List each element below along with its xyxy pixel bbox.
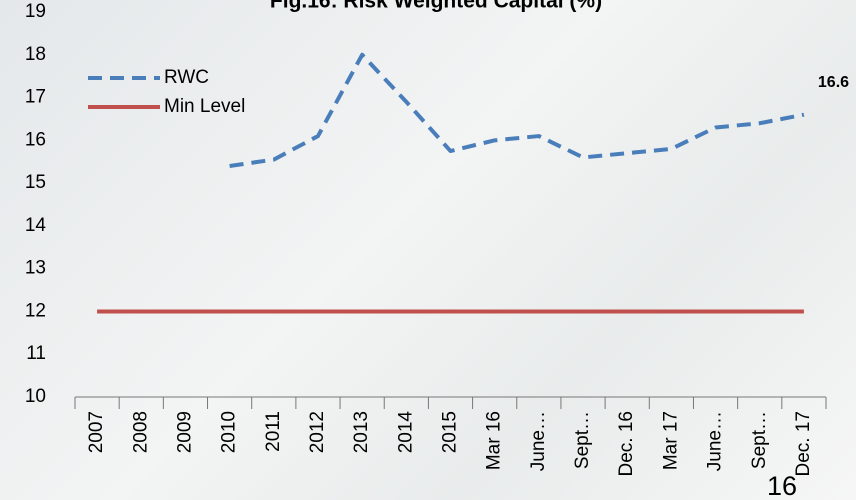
x-tick-label: 2012 (307, 411, 328, 453)
y-tick-label: 10 (25, 386, 46, 407)
x-tick-label: Dec. 17 (793, 411, 814, 476)
x-tick-label: Sept… (572, 411, 593, 469)
x-tick-label: June… (705, 411, 726, 471)
x-tick-label: 2015 (440, 411, 461, 453)
x-tick-label: 2010 (219, 411, 240, 453)
x-tick-label: 2009 (174, 411, 195, 453)
y-tick-label: 18 (25, 44, 46, 65)
y-tick-label: 19 (25, 1, 46, 22)
y-tick-label: 14 (25, 215, 47, 236)
x-tick-label: Mar 17 (660, 411, 681, 470)
page-number: 16 (767, 471, 797, 500)
x-tick-label: 2008 (130, 411, 151, 453)
y-tick-label: 16 (25, 129, 46, 150)
legend-label: Min Level (164, 96, 245, 117)
x-tick-label: 2013 (351, 411, 372, 453)
y-tick-label: 17 (25, 87, 46, 108)
legend-label: RWC (164, 67, 209, 88)
chart-title: Fig.16: Risk Weighted Capital (%) (270, 0, 602, 13)
y-tick-label: 11 (26, 343, 46, 364)
data-label: 16.6 (818, 74, 849, 91)
x-tick-label: June… (528, 411, 549, 471)
x-tick-label: Mar 16 (484, 411, 505, 470)
y-tick-label: 13 (25, 258, 46, 279)
x-tick-label: Sept… (749, 411, 770, 469)
y-tick-label: 12 (25, 300, 46, 321)
x-tick-label: 2007 (86, 411, 107, 453)
x-tick-label: 2014 (395, 411, 416, 454)
x-tick-label: Dec. 16 (616, 411, 637, 476)
x-tick-label: 2011 (263, 411, 284, 452)
y-tick-label: 15 (25, 172, 46, 193)
line-series (229, 52, 805, 168)
